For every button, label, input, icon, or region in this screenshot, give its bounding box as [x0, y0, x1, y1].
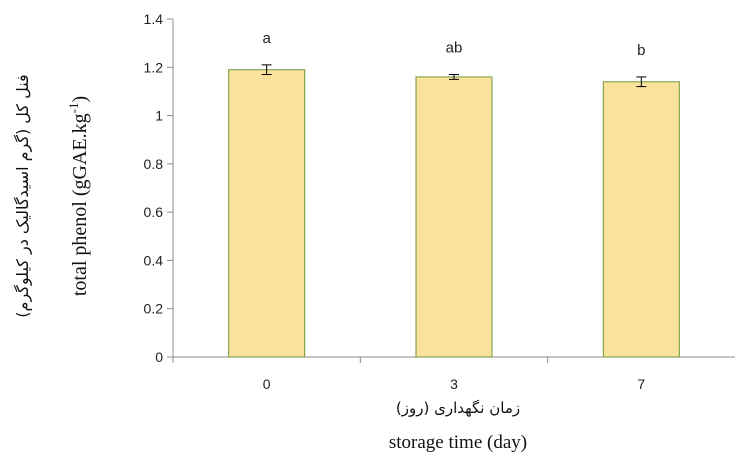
- y-tick-label: 1.2: [144, 59, 164, 75]
- y-axis-label-en: total phenol (gGAE.kg-1): [66, 96, 91, 296]
- chart-axes: 0 0.2 0.4 0.6 0.8 1 1.2 1.4 0 3 7: [144, 11, 735, 392]
- y-tick-label: 0.2: [144, 301, 164, 317]
- x-axis-label-fa: زمان نگهداری (روز): [396, 399, 520, 417]
- y-axis-label-en-end: ): [69, 96, 91, 103]
- chart-labels: زمان نگهداری (روز) storage time (day) فن…: [13, 74, 527, 453]
- significance-label-0: a: [262, 30, 271, 47]
- y-tick-label: 0.6: [144, 204, 164, 220]
- bar-3: [415, 76, 493, 358]
- y-axis-label-fa: فنل کل (گرم اسیدگالیک در کیلوگرم): [13, 74, 33, 317]
- y-tick-label: 0.8: [144, 156, 164, 172]
- significance-label-3: ab: [446, 40, 463, 57]
- bar-0: [228, 69, 306, 358]
- x-tick-label-3: 3: [450, 376, 458, 392]
- y-tick-label: 1.4: [144, 11, 164, 27]
- significance-label-7: b: [637, 42, 645, 59]
- x-tick-label-7: 7: [637, 376, 645, 392]
- x-axis-label-en: storage time (day): [389, 432, 527, 453]
- y-tick-label: 0.4: [144, 252, 164, 268]
- x-tick-label-0: 0: [263, 376, 271, 392]
- chart-bars: a ab b: [228, 30, 680, 358]
- bar-7: [602, 81, 680, 358]
- y-tick-label: 0: [155, 349, 163, 365]
- y-tick-label: 1: [155, 108, 163, 124]
- y-axis-label-en-sup: -1: [66, 103, 81, 114]
- y-axis-label-en-main: total phenol (gGAE.kg: [69, 113, 91, 296]
